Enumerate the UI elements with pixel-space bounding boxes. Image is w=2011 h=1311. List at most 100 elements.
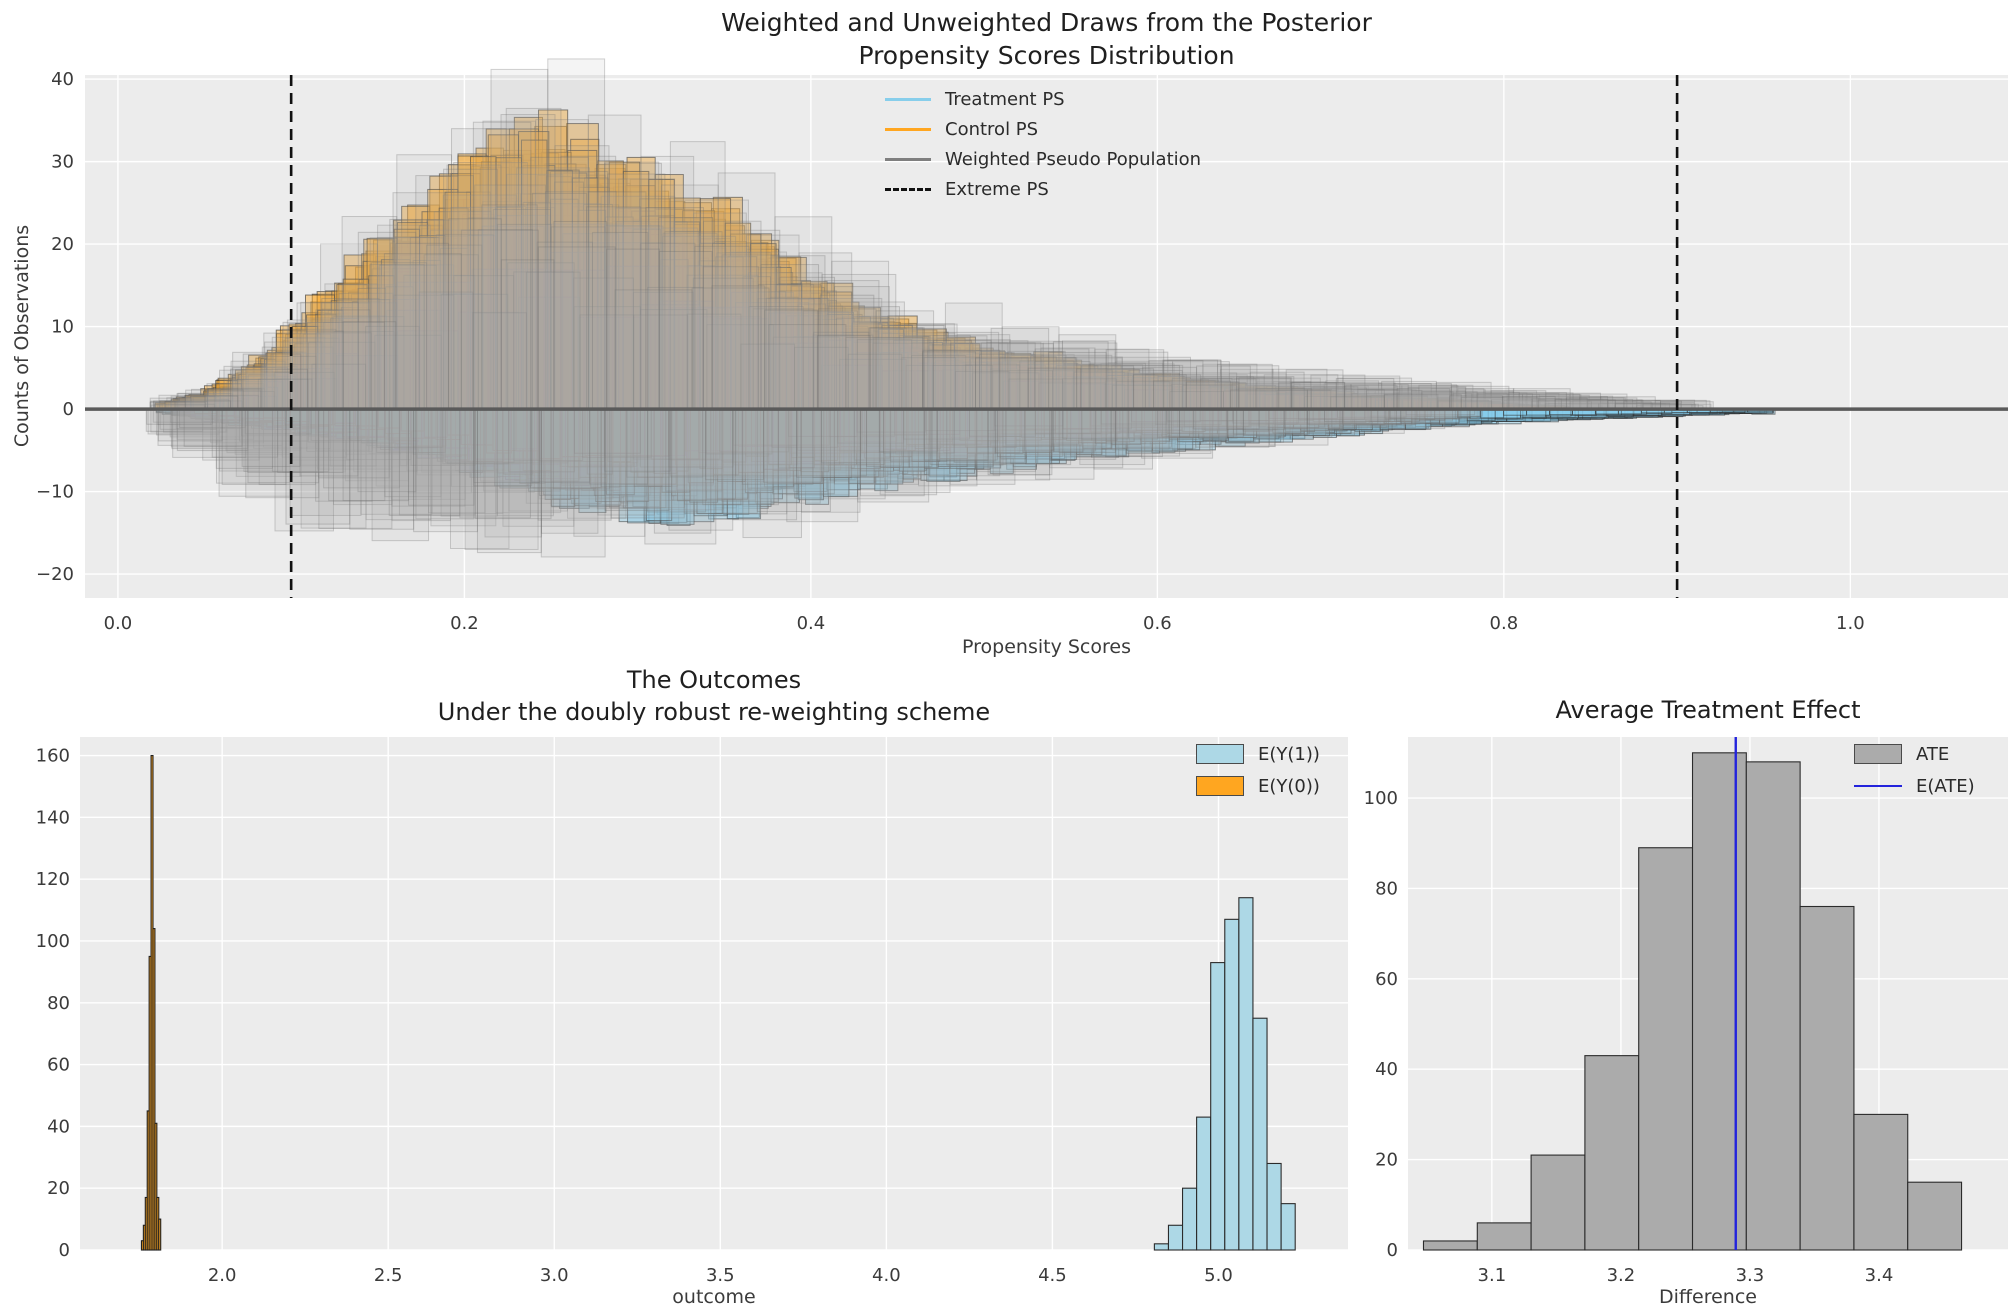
tick-labels: 3.1 3.2 3.3 3.4 0 20 40 60 80 100	[1364, 788, 1894, 1286]
histogram-bar	[1745, 761, 1801, 1251]
legend-label: Extreme PS	[945, 178, 1049, 200]
x-tick-label: 0.2	[450, 613, 479, 634]
eate-line-swatch	[1854, 785, 1902, 787]
outcomes-chart-title: The Outcomes Under the doubly robust re-…	[80, 664, 1348, 728]
draws-weighted-pseudo-population-above-	[149, 58, 1714, 410]
x-tick-label: 4.0	[872, 1265, 901, 1286]
draws-weighted-pseudo-population-below-	[145, 408, 1483, 558]
histogram-bar	[152, 928, 156, 1251]
histogram-bar	[158, 1218, 162, 1251]
tick-labels: 2.0 2.5 3.0 3.5 4.0 4.5 5.0 0 20 40 60 80 100 120 140 1…	[36, 746, 1233, 1286]
legend-label: Weighted Pseudo Population	[945, 148, 1202, 170]
y-tick-label: 100	[1364, 788, 1398, 809]
histogram-bar	[1210, 962, 1226, 1251]
histogram-bar	[1907, 1181, 1963, 1251]
ey1-patch-swatch	[1196, 744, 1244, 764]
histogram-bar	[1153, 1243, 1170, 1251]
y-tick-label: 80	[1375, 878, 1398, 899]
y-tick-label: 40	[51, 69, 74, 90]
outcomes-chart-legend: E(Y(1)) E(Y(0))	[1196, 738, 1320, 802]
gridlines	[80, 737, 1348, 1251]
top-chart-title-line2: Propensity Scores Distribution	[858, 41, 1235, 70]
top-chart-xlabel: Propensity Scores	[962, 636, 1131, 658]
legend-item-eate: E(ATE)	[1854, 770, 1975, 802]
outcomes-plot: 2.0 2.5 3.0 3.5 4.0 4.5 5.0 0 20 40 60 80 100 120 140 1…	[36, 737, 1348, 1286]
y-tick-label: 10	[51, 317, 74, 338]
histogram-bar	[1584, 1055, 1640, 1251]
extreme-ps-dashed-swatch	[885, 187, 931, 191]
histogram-bar	[1476, 1222, 1532, 1251]
legend-item-control-ps: Control PS	[885, 114, 1201, 144]
y-tick-label: 140	[36, 807, 70, 828]
x-tick-label: 2.5	[374, 1265, 403, 1286]
histogram-bar	[1266, 1162, 1282, 1251]
propensity-distribution-plot: 0.0 0.2 0.4 0.6 0.8 1.0 −20 −10 0 10 20 30 40	[36, 58, 2008, 634]
legend-label: ATE	[1916, 743, 1950, 765]
legend-label: Control PS	[945, 118, 1039, 140]
histogram-bar	[1691, 752, 1747, 1251]
legend-label: Treatment PS	[945, 88, 1065, 110]
y-tick-label: 20	[47, 1178, 70, 1199]
legend-item-ate: ATE	[1854, 738, 1975, 770]
y-tick-label: 0	[63, 399, 74, 420]
legend-item-weighted-pseudo-population: Weighted Pseudo Population	[885, 144, 1201, 174]
tick-labels: 0.0 0.2 0.4 0.6 0.8 1.0 −20 −10 0 10 20 30 40	[36, 69, 1865, 634]
x-tick-label: 3.3	[1736, 1265, 1765, 1286]
ate-chart-legend: ATE E(ATE)	[1854, 738, 1975, 802]
y-tick-label: 40	[1375, 1059, 1398, 1080]
legend-item-ey0: E(Y(0))	[1196, 770, 1320, 802]
legend-item-extreme-ps: Extreme PS	[885, 174, 1201, 204]
y-tick-label: 20	[51, 234, 74, 255]
y-tick-label: −20	[36, 564, 74, 585]
x-tick-label: 3.5	[706, 1265, 735, 1286]
x-tick-label: 0.8	[1490, 613, 1519, 634]
ey0-patch-swatch	[1196, 776, 1244, 796]
histogram-bar	[154, 1122, 158, 1251]
x-tick-label: 3.2	[1607, 1265, 1636, 1286]
draws-control-ps	[154, 109, 1570, 410]
draws-treatment-ps	[155, 408, 1776, 526]
bars-e-y-0-	[140, 754, 162, 1251]
ate-chart-xlabel: Difference	[1659, 1286, 1757, 1308]
treatment-ps-line-swatch	[885, 97, 931, 101]
y-tick-label: 20	[1375, 1150, 1398, 1171]
top-chart-legend: Treatment PS Control PS Weighted Pseudo …	[885, 84, 1201, 204]
x-tick-label: 0.6	[1143, 613, 1172, 634]
histogram-bar	[1224, 918, 1240, 1251]
y-tick-label: 40	[47, 1116, 70, 1137]
legend-item-treatment-ps: Treatment PS	[885, 84, 1201, 114]
y-tick-label: 120	[36, 869, 70, 890]
x-tick-label: 3.1	[1478, 1265, 1507, 1286]
top-chart-title-line1: Weighted and Unweighted Draws from the P…	[721, 8, 1372, 37]
y-tick-label: 30	[51, 152, 74, 173]
histogram-bar	[1799, 905, 1855, 1251]
x-tick-label: 0.0	[104, 613, 133, 634]
x-tick-label: 3.0	[540, 1265, 569, 1286]
plot-background	[80, 737, 1348, 1250]
legend-item-ey1: E(Y(1))	[1196, 738, 1320, 770]
histogram-bar	[1422, 1240, 1478, 1251]
histogram-bar	[1167, 1224, 1184, 1251]
control-ps-line-swatch	[885, 127, 931, 131]
legend-label: E(ATE)	[1916, 775, 1975, 797]
y-tick-label: 160	[36, 746, 70, 767]
top-chart-title: Weighted and Unweighted Draws from the P…	[85, 6, 2008, 72]
bars-e-y-1-	[1153, 897, 1296, 1251]
x-tick-label: 5.0	[1204, 1265, 1233, 1286]
y-tick-label: −10	[36, 482, 74, 503]
histogram-bar	[1181, 1187, 1198, 1251]
histogram-bar	[1252, 1017, 1268, 1251]
y-tick-label: 60	[1375, 969, 1398, 990]
top-chart-ylabel: Counts of Observations	[11, 224, 33, 448]
histogram-bar	[1853, 1113, 1909, 1251]
x-tick-label: 1.0	[1836, 613, 1865, 634]
x-tick-label: 0.4	[797, 613, 826, 634]
legend-label: E(Y(1))	[1258, 743, 1320, 765]
y-tick-label: 80	[47, 993, 70, 1014]
outcomes-title-line2: Under the doubly robust re-weighting sch…	[437, 698, 991, 726]
histogram-bar	[1238, 897, 1254, 1251]
legend-label: E(Y(0))	[1258, 775, 1320, 797]
x-tick-label: 3.4	[1865, 1265, 1894, 1286]
